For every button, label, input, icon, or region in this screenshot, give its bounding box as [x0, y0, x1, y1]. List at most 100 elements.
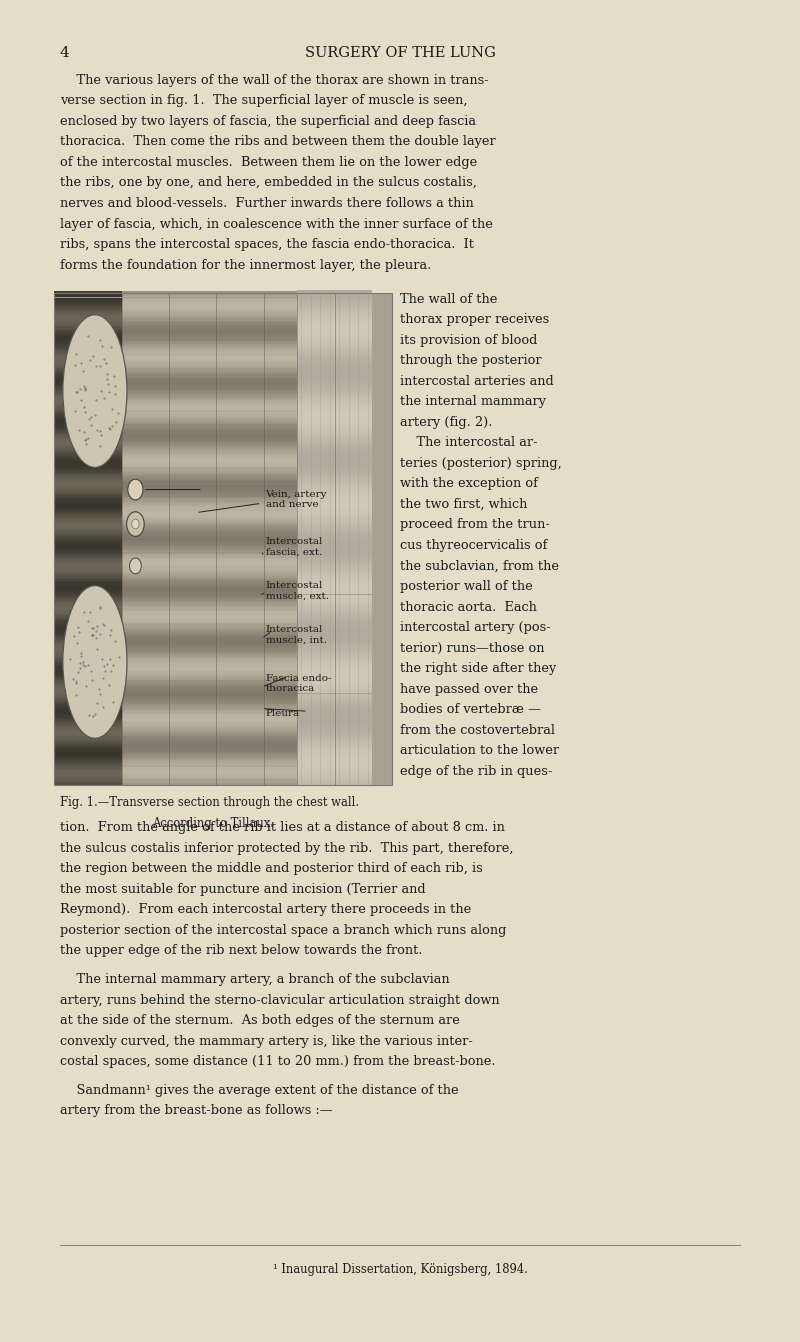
Bar: [298, 765, 372, 768]
Bar: [54, 356, 122, 357]
Bar: [54, 548, 122, 549]
Bar: [122, 404, 298, 407]
Bar: [54, 342, 122, 344]
Text: The various layers of the wall of the thorax are shown in trans-: The various layers of the wall of the th…: [60, 74, 489, 87]
Bar: [122, 711, 298, 713]
Bar: [54, 513, 122, 515]
Bar: [54, 452, 122, 454]
Bar: [54, 691, 122, 692]
Bar: [54, 581, 122, 582]
Bar: [298, 501, 372, 503]
Text: artery (fig. 2).: artery (fig. 2).: [400, 416, 492, 428]
Bar: [298, 747, 372, 750]
Bar: [54, 639, 122, 640]
Bar: [298, 612, 372, 615]
Bar: [54, 652, 122, 654]
Bar: [122, 658, 298, 660]
Bar: [122, 635, 298, 637]
Bar: [54, 726, 122, 727]
Bar: [122, 639, 298, 640]
Bar: [54, 711, 122, 713]
Text: Pleura: Pleura: [266, 709, 300, 718]
Bar: [298, 651, 372, 654]
Bar: [54, 466, 122, 467]
Bar: [122, 683, 298, 684]
Bar: [54, 533, 122, 534]
Bar: [122, 545, 298, 546]
Bar: [54, 674, 122, 675]
Bar: [122, 621, 298, 624]
Bar: [298, 401, 372, 404]
Bar: [54, 517, 122, 518]
Bar: [122, 570, 298, 573]
Bar: [122, 510, 298, 511]
Bar: [122, 306, 298, 307]
Bar: [54, 291, 122, 293]
Bar: [122, 313, 298, 314]
Bar: [122, 624, 298, 625]
Bar: [298, 761, 372, 762]
Bar: [54, 605, 122, 607]
Bar: [122, 336, 298, 337]
Text: Intercostal
muscle, ext.: Intercostal muscle, ext.: [266, 581, 329, 600]
Bar: [122, 674, 298, 675]
Bar: [54, 570, 122, 573]
Bar: [54, 421, 122, 423]
Bar: [54, 424, 122, 425]
Bar: [54, 301, 122, 302]
Bar: [122, 415, 298, 416]
Bar: [122, 552, 298, 553]
Bar: [298, 366, 372, 369]
Bar: [298, 325, 372, 327]
Text: Vein, artery
and nerve: Vein, artery and nerve: [266, 490, 327, 509]
Bar: [54, 621, 122, 624]
Bar: [298, 741, 372, 743]
Bar: [54, 415, 122, 416]
Bar: [122, 773, 298, 776]
Bar: [122, 565, 298, 566]
Bar: [122, 322, 298, 323]
Bar: [54, 573, 122, 574]
Bar: [54, 706, 122, 707]
Bar: [122, 460, 298, 462]
Bar: [54, 686, 122, 688]
Bar: [54, 440, 122, 443]
Bar: [54, 631, 122, 632]
Bar: [54, 757, 122, 758]
Bar: [54, 437, 122, 439]
Text: of the intercostal muscles.  Between them lie on the lower edge: of the intercostal muscles. Between them…: [60, 156, 478, 169]
Bar: [122, 431, 298, 432]
Bar: [54, 722, 122, 725]
Bar: [298, 427, 372, 428]
Bar: [122, 664, 298, 667]
Bar: [122, 592, 298, 595]
Bar: [54, 764, 122, 765]
Bar: [54, 522, 122, 523]
Bar: [122, 684, 298, 686]
Bar: [298, 360, 372, 362]
Text: thoracic aorta.  Each: thoracic aorta. Each: [400, 600, 537, 613]
Bar: [122, 416, 298, 417]
Bar: [54, 739, 122, 741]
Bar: [298, 513, 372, 515]
Bar: [298, 424, 372, 427]
Text: edge of the rib in ques-: edge of the rib in ques-: [400, 765, 552, 778]
Bar: [298, 668, 372, 671]
Bar: [122, 329, 298, 330]
Bar: [298, 682, 372, 683]
Bar: [54, 451, 122, 452]
Bar: [54, 765, 122, 766]
Bar: [122, 741, 298, 742]
Text: SURGERY OF THE LUNG: SURGERY OF THE LUNG: [305, 46, 495, 59]
Bar: [54, 378, 122, 380]
Bar: [122, 782, 298, 784]
Bar: [54, 309, 122, 311]
Bar: [298, 518, 372, 521]
Bar: [122, 662, 298, 663]
Bar: [54, 370, 122, 372]
Bar: [54, 590, 122, 592]
Bar: [298, 521, 372, 523]
Text: costal spaces, some distance (11 to 20 mm.) from the breast-bone.: costal spaces, some distance (11 to 20 m…: [60, 1055, 495, 1068]
Bar: [298, 671, 372, 674]
Bar: [298, 327, 372, 330]
